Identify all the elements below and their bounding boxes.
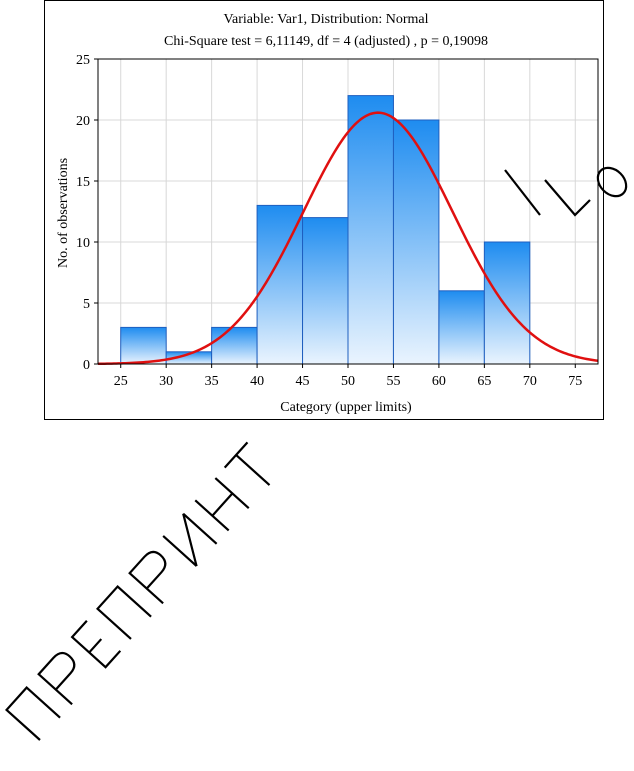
x-tick-label: 70 xyxy=(523,374,537,389)
histogram-bar xyxy=(302,217,349,365)
x-tick-label: 25 xyxy=(114,374,128,389)
x-tick-label: 40 xyxy=(250,374,264,389)
chart-subtitle: Chi-Square test = 6,11149, df = 4 (adjus… xyxy=(164,34,488,49)
y-tick-label: 0 xyxy=(83,358,90,373)
y-tick-label: 20 xyxy=(76,114,90,129)
chart-frame: Variable: Var1, Distribution: Normal Chi… xyxy=(44,0,604,420)
x-tick-label: 45 xyxy=(296,374,310,389)
histogram-bar xyxy=(347,95,394,365)
histogram-bar xyxy=(120,326,167,365)
axis-ticks: 0 5 10 15 20 25 25 30 35 40 45 50 55 60 65 70 75 xyxy=(76,53,582,389)
x-tick-label: 35 xyxy=(205,374,219,389)
histogram-bar xyxy=(211,326,258,365)
x-axis-label: Category (upper limits) xyxy=(280,400,412,415)
histogram-bar xyxy=(438,290,485,365)
chart-title: Variable: Var1, Distribution: Normal xyxy=(223,12,428,27)
y-axis-label: No. of observations xyxy=(56,158,71,268)
x-tick-label: 65 xyxy=(477,374,491,389)
y-tick-label: 5 xyxy=(83,297,90,312)
histogram-chart: Variable: Var1, Distribution: Normal Chi… xyxy=(56,12,599,415)
histogram-bars xyxy=(120,95,531,365)
x-tick-label: 50 xyxy=(341,374,355,389)
x-tick-label: 55 xyxy=(386,374,400,389)
y-tick-label: 25 xyxy=(76,53,90,68)
histogram-bar xyxy=(483,241,531,365)
y-tick-label: 15 xyxy=(76,175,90,190)
x-tick-label: 75 xyxy=(568,374,582,389)
x-tick-label: 60 xyxy=(432,374,446,389)
y-tick-label: 10 xyxy=(76,236,90,251)
histogram-bar xyxy=(392,119,440,365)
normal-curve xyxy=(97,111,599,366)
x-tick-label: 30 xyxy=(159,374,173,389)
